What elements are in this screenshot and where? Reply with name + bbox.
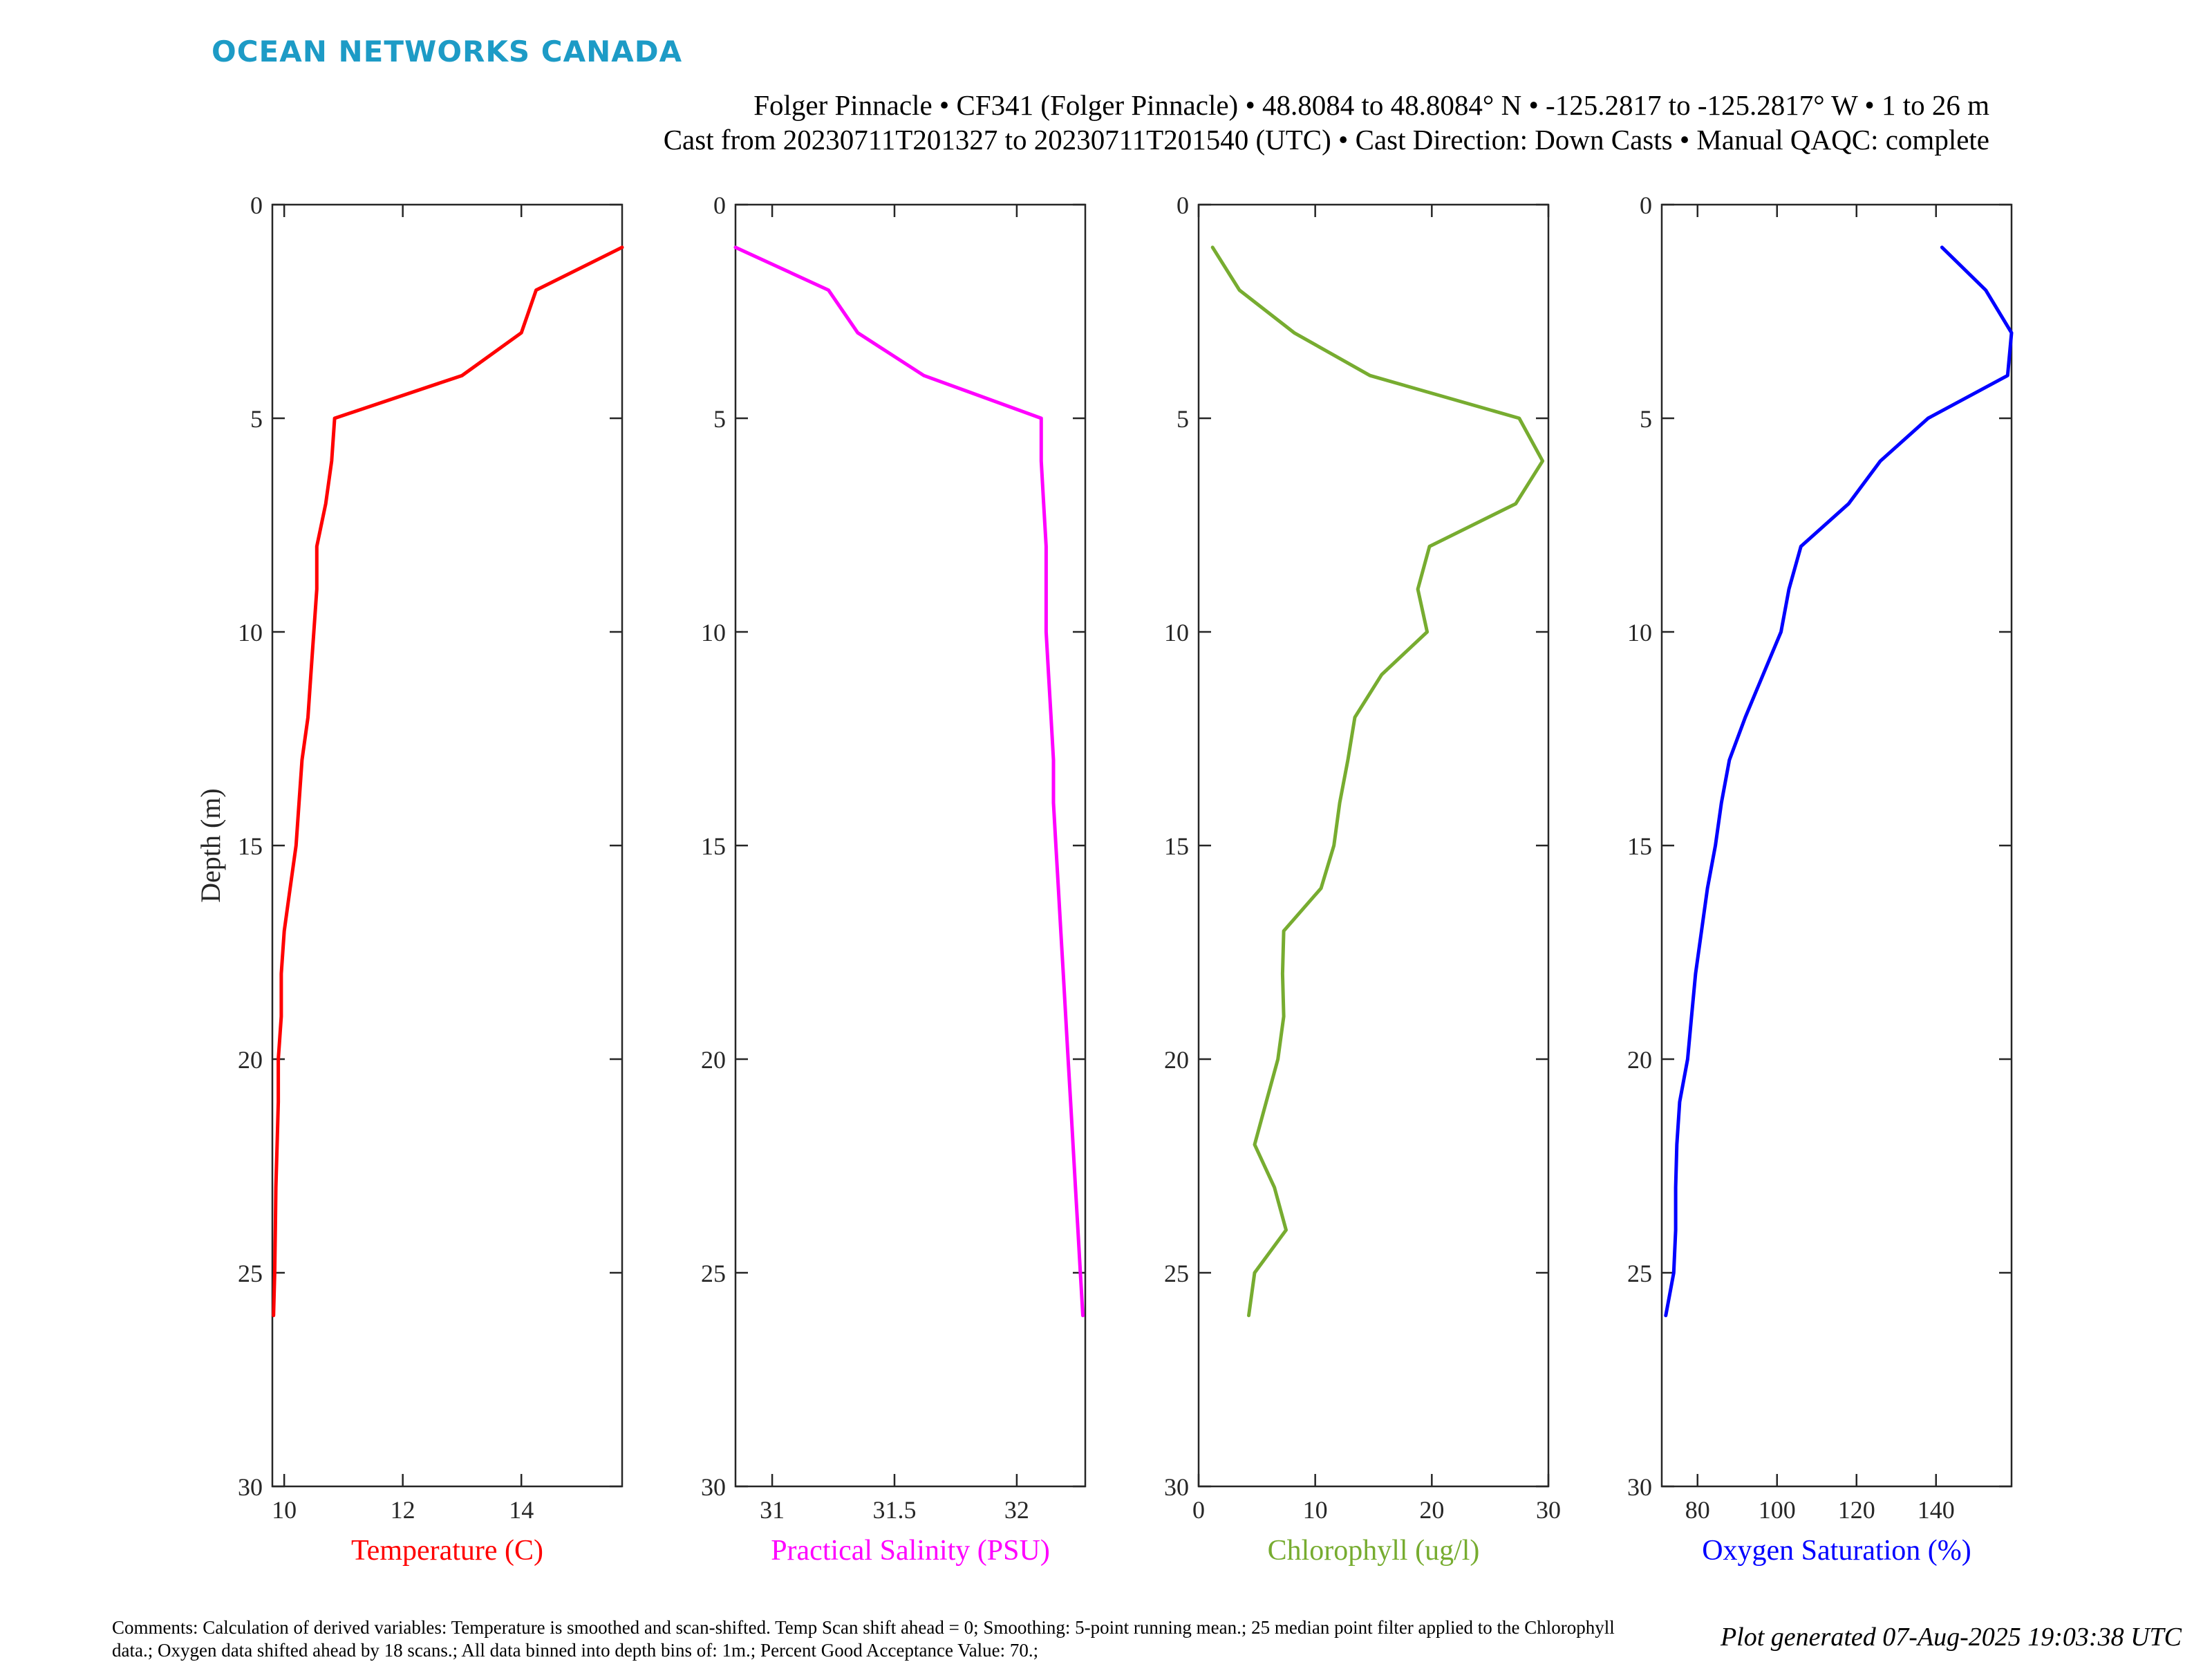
ytick-label: 30	[1164, 1473, 1189, 1501]
ytick-label: 15	[238, 832, 263, 860]
ytick-label: 10	[1627, 619, 1652, 646]
axes-frame-1	[271, 203, 624, 1488]
xtick-label: 14	[509, 1496, 534, 1524]
ytick-label: 25	[238, 1260, 263, 1287]
xaxis-label-2: Practical Salinity (PSU)	[771, 1535, 1050, 1567]
xaxis-label-3: Chlorophyll (ug/l)	[1268, 1535, 1480, 1567]
xtick-label: 140	[1918, 1496, 1955, 1524]
ytick-label: 15	[1627, 832, 1652, 860]
xtick-label: 80	[1685, 1496, 1710, 1524]
xtick-label: 31	[760, 1496, 785, 1524]
ytick-label: 20	[701, 1046, 726, 1074]
axes-frame-2	[734, 203, 1087, 1488]
yaxis-label: Depth (m)	[195, 788, 226, 903]
ytick-label: 25	[701, 1260, 726, 1287]
xaxis-label-1: Temperature (C)	[351, 1535, 543, 1567]
ytick-label: 30	[701, 1473, 726, 1501]
ytick-label: 15	[1164, 832, 1189, 860]
xtick-label: 120	[1838, 1496, 1875, 1524]
ytick-label: 10	[238, 619, 263, 646]
ytick-label: 30	[238, 1473, 263, 1501]
ytick-label: 0	[713, 192, 726, 219]
ytick-label: 10	[1164, 619, 1189, 646]
xtick-label: 32	[1004, 1496, 1029, 1524]
ytick-label: 0	[1640, 192, 1652, 219]
ytick-label: 20	[238, 1046, 263, 1074]
ytick-label: 25	[1627, 1260, 1652, 1287]
xtick-label: 31.5	[873, 1496, 917, 1524]
ytick-label: 30	[1627, 1473, 1652, 1501]
ytick-label: 5	[250, 405, 263, 433]
ytick-label: 10	[701, 619, 726, 646]
series-line-2	[733, 245, 1085, 1318]
series-line-4	[1664, 245, 2014, 1318]
xtick-label: 10	[1303, 1496, 1328, 1524]
xtick-label: 100	[1759, 1496, 1796, 1524]
ytick-label: 0	[1177, 192, 1189, 219]
ytick-label: 5	[1640, 405, 1652, 433]
xtick-label: 10	[272, 1496, 297, 1524]
series-line-1	[272, 245, 624, 1318]
xtick-label: 12	[391, 1496, 415, 1524]
ytick-label: 20	[1164, 1046, 1189, 1074]
xtick-label: 20	[1419, 1496, 1444, 1524]
ytick-label: 15	[701, 832, 726, 860]
comments-text: Comments: Calculation of derived variabl…	[112, 1617, 1615, 1661]
xaxis-label-4: Oxygen Saturation (%)	[1702, 1535, 1971, 1567]
ytick-label: 5	[713, 405, 726, 433]
series-line-3	[1210, 245, 1545, 1318]
ytick-label: 5	[1177, 405, 1189, 433]
ytick-label: 25	[1164, 1260, 1189, 1287]
ocean-networks-canada-logo: OCEAN NETWORKS CANADA	[212, 35, 683, 68]
plot-generated-timestamp: Plot generated 07-Aug-2025 19:03:38 UTC	[1720, 1623, 2182, 1652]
xtick-label: 0	[1192, 1496, 1205, 1524]
ytick-label: 0	[250, 192, 263, 219]
plot-title-line-1: Folger Pinnacle • CF341 (Folger Pinnacle…	[753, 89, 1989, 121]
xtick-label: 30	[1536, 1496, 1561, 1524]
plot-title-line-2: Cast from 20230711T201327 to 20230711T20…	[663, 124, 1989, 156]
ytick-label: 20	[1627, 1046, 1652, 1074]
